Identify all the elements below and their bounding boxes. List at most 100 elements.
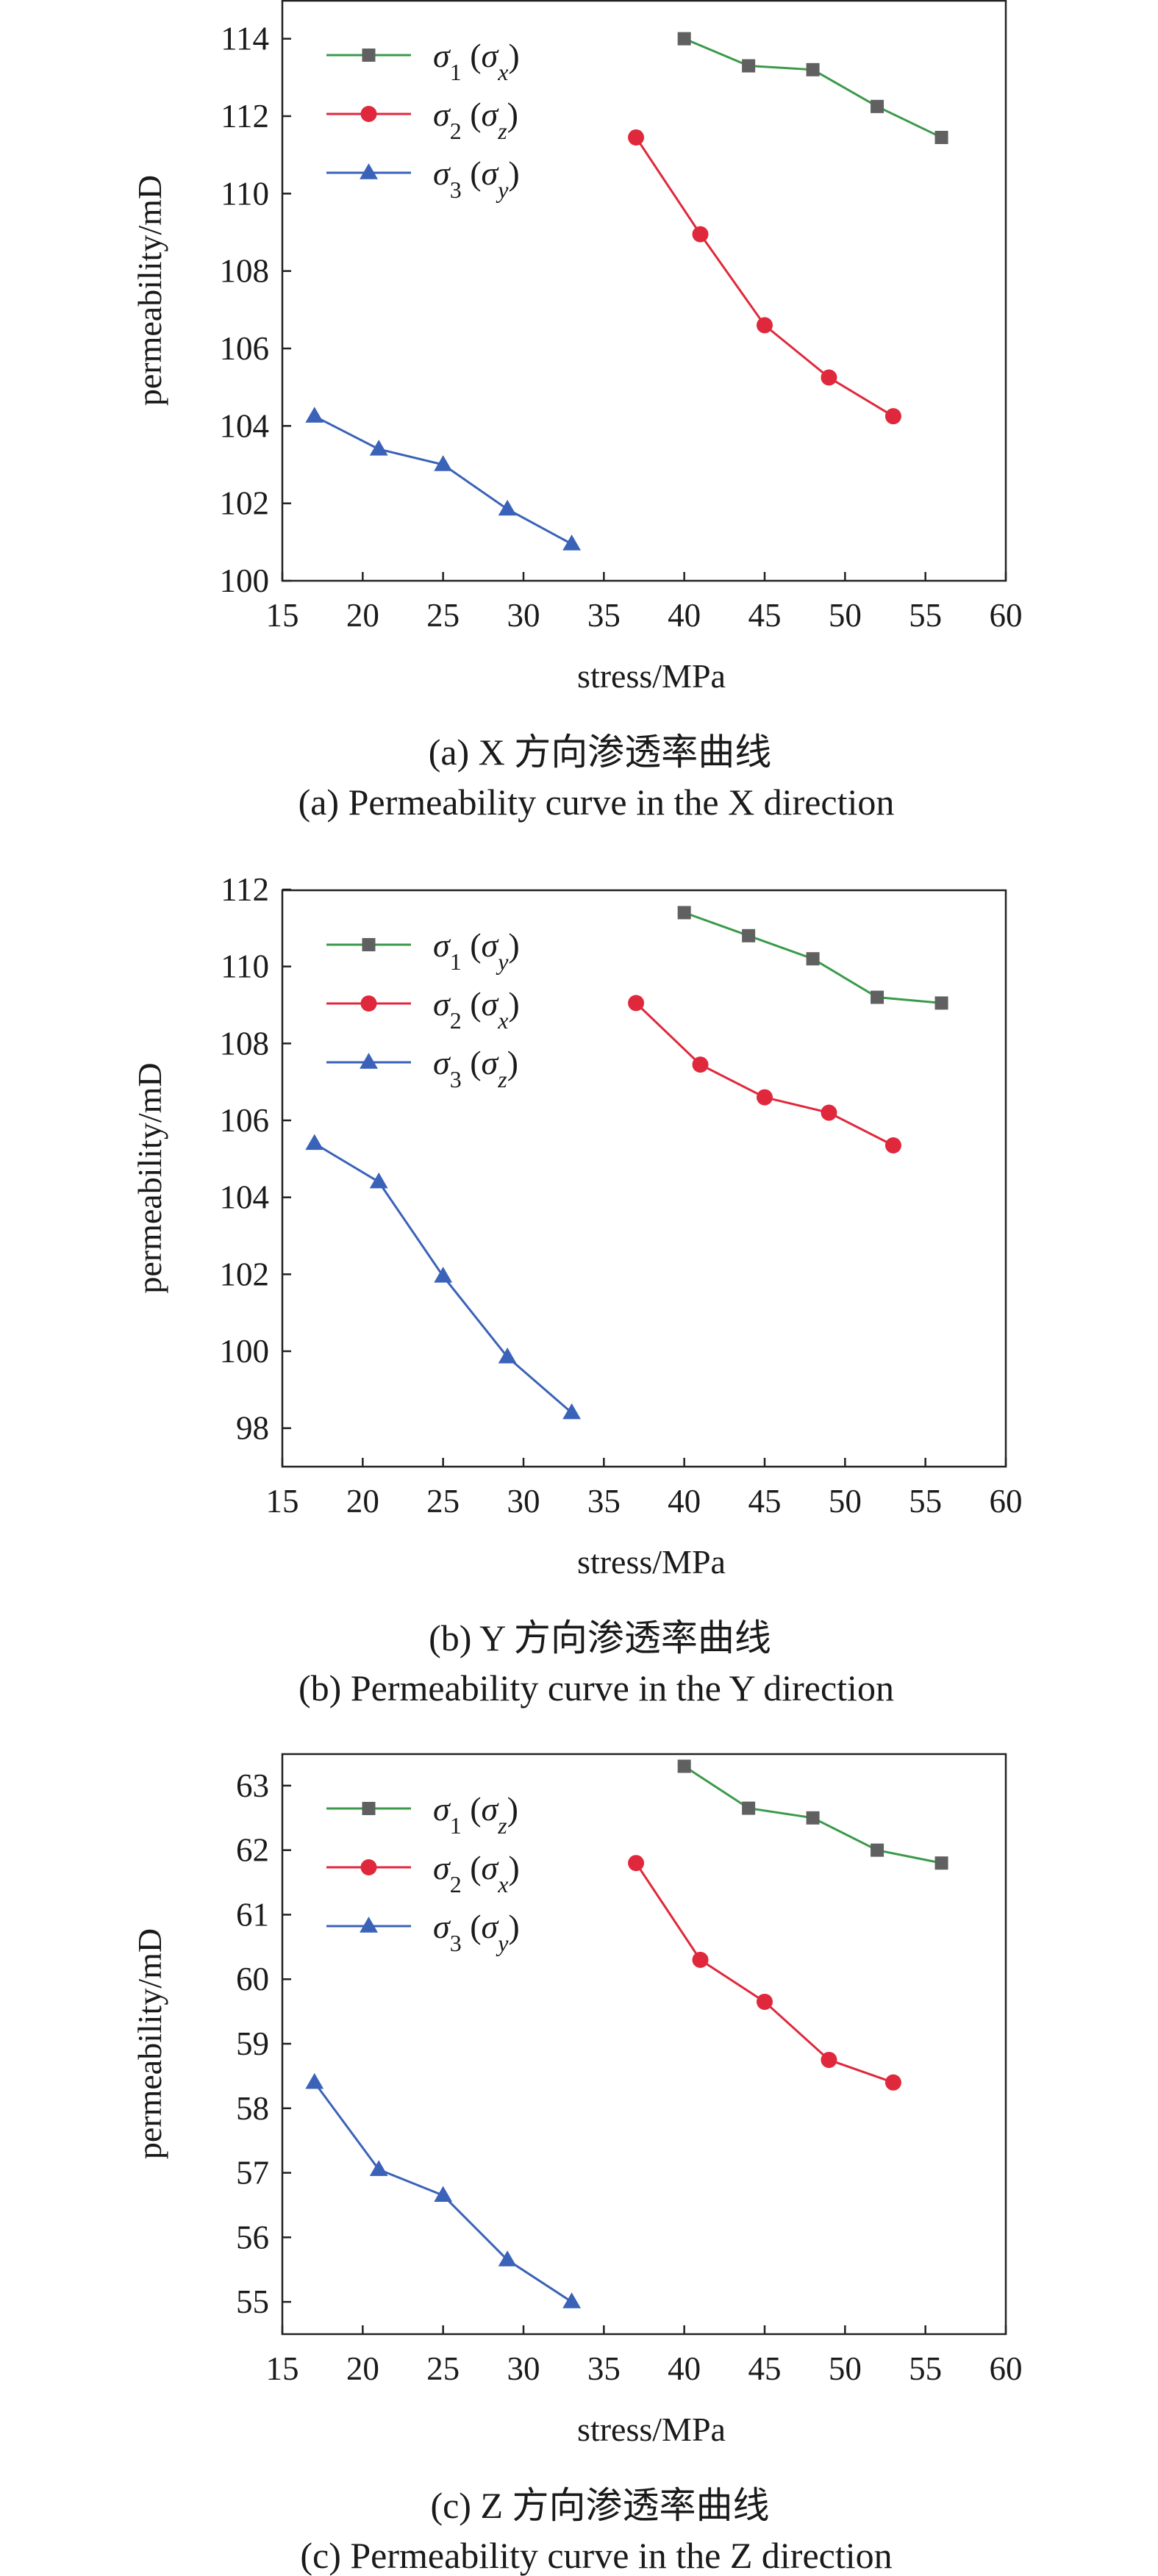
legend-name-paren-sub: z [497,1812,507,1839]
x-tick-label: 15 [266,597,299,634]
legend-name-main: σ [433,96,451,133]
legend-name-sub: 1 [450,59,462,85]
caption-english: (a) Permeability curve in the X directio… [299,781,895,823]
y-tick-label: 100 [220,1333,270,1370]
caption-chinese: (c) Z 方向渗透率曲线 [430,2485,769,2526]
legend-name-paren: σ [482,96,500,133]
y-tick-label: 61 [236,1896,269,1933]
y-tick-label: 112 [221,871,269,908]
y-tick-label: 57 [236,2155,269,2192]
legend-name-paren-sub: y [496,1930,509,1956]
x-tick-label: 50 [829,597,862,634]
chart-panel-2: 15 20 25 30 35 40 45 50 55 60 98 100 102 104 106 108 110… [131,871,1023,1709]
legend-item-2: σ2 (σx) [326,1849,520,1897]
y-tick-label: 56 [236,2219,269,2255]
y-tick-label: 62 [236,1832,269,1869]
series-3 [305,2072,582,2308]
data-point-triangle [434,2186,453,2202]
legend-name-paren-sub: y [496,176,509,203]
legend-paren: ) [508,985,519,1023]
series-2 [628,1855,901,2091]
data-point-triangle [498,1348,517,1364]
series-1 [677,906,948,1010]
data-point-triangle [562,1403,582,1420]
y-tick-label: 104 [220,407,270,444]
plot-frame [281,0,1007,582]
data-point-circle [628,995,645,1012]
x-tick-label: 30 [507,1483,540,1520]
y-tick-label: 102 [220,485,270,522]
legend-name-main: σ [433,1849,451,1886]
data-point-square [742,1801,756,1815]
legend-name-paren: σ [482,985,500,1023]
data-point-square [806,952,820,966]
legend-label: σ1 (σz) [433,1790,518,1839]
y-tick-label: 110 [221,948,269,985]
data-point-triangle [434,1267,453,1283]
legend-name-paren-sub: x [497,1871,508,1897]
legend-name-sub: 2 [450,1007,462,1034]
series-3 [305,1134,582,1420]
x-tick-label: 35 [587,2350,621,2387]
legend-item-1: σ1 (σy) [326,926,520,975]
x-tick-label: 55 [909,2350,942,2387]
series-2 [628,129,901,425]
data-point-square [806,62,820,76]
legend-name-main: σ [433,1908,451,1945]
legend-name-paren-sub: z [497,118,507,144]
data-point-circle [884,408,901,425]
legend-name-sub: 2 [450,1871,462,1897]
data-point-circle [360,106,377,122]
legend-name-paren-sub: x [497,59,508,85]
legend-label: σ1 (σy) [433,926,520,975]
data-point-square [742,929,756,942]
x-tick-label: 25 [426,597,460,634]
legend-name-main: σ [433,1790,451,1828]
legend-paren: ) [507,1044,518,1081]
caption-chinese: (a) X 方向渗透率曲线 [429,731,772,773]
series-line [635,137,894,418]
series-line [635,1002,894,1147]
legend: σ1 (σy)σ2 (σx)σ3 (σz) [326,926,520,1092]
chart-panel-3: 15 20 25 30 35 40 45 50 55 60 55 56 57 58 59 60 61 62 63 st… [131,1753,1023,2576]
y-tick-label: 60 [236,1961,269,1997]
legend-name-sub: 1 [450,1812,462,1839]
legend: σ1 (σx) σ2 (σz) σ3 (σy) [326,37,520,203]
plot-frame [281,889,1007,1468]
y-tick-label: 112 [221,98,269,135]
legend-paren: ) [508,1908,519,1945]
legend-name-paren: σ [482,154,500,192]
data-point-triangle [305,2072,324,2089]
x-tick-label: 20 [346,2350,379,2387]
x-tick-label: 15 [266,2350,299,2387]
data-point-triangle [562,2292,582,2308]
plot-frame [281,1753,1007,2336]
data-point-triangle [498,499,517,516]
legend-label: σ2 (σz) [433,96,518,144]
legend-paren: ( [462,985,482,1023]
y-axis-label: permeability/mD [131,175,168,406]
legend-name-paren-sub: y [496,948,509,975]
data-point-square [677,1759,691,1773]
data-point-triangle [369,2160,388,2176]
legend-label: σ2 (σx) [433,985,520,1034]
data-point-square [362,49,376,62]
data-point-triangle [305,1134,324,1151]
data-point-circle [628,129,645,146]
x-tick-label: 30 [507,2350,540,2387]
legend-item-3: σ3 (σy) [326,154,520,203]
legend-item-1: σ1 (σx) [326,37,520,85]
data-point-triangle [360,1053,378,1069]
y-tick-label: 114 [221,21,269,57]
data-point-square [362,1802,376,1815]
x-tick-label: 45 [748,1483,782,1520]
legend-paren: ( [462,96,482,133]
data-point-circle [692,1056,709,1073]
data-point-triangle [369,440,388,456]
y-tick-label: 108 [220,1025,270,1062]
data-point-circle [360,1859,377,1875]
x-tick-label: 45 [748,2350,782,2387]
legend-name-sub: 1 [450,948,462,975]
legend-label: σ1 (σx) [433,37,520,85]
